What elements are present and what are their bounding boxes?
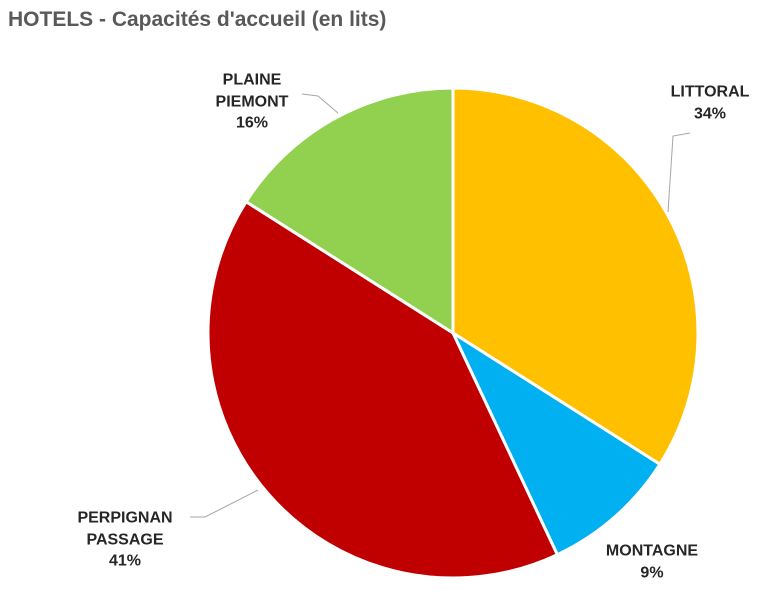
value-label: 41% [108,552,142,570]
category-label: MONTAGNE [605,542,699,560]
data-label: LITTORAL 34% [671,81,750,124]
leader-line [190,489,259,518]
value-label: 9% [640,564,664,581]
pie-slice [244,86,455,335]
pie-slice [206,200,559,580]
category-label: PERPIGNAN PASSAGE [77,509,173,549]
chart-title: HOTELS - Capacités d'accueil (en lits) [8,8,387,31]
data-label: PLAINE PIEMONT 16% [216,70,289,135]
category-label: PLAINE PIEMONT [215,71,289,111]
leader-line [667,132,691,213]
data-label: MONTAGNE 9% [606,540,698,583]
pie-slice [451,331,662,557]
data-label: PERPIGNAN PASSAGE 41% [77,508,172,573]
category-label: LITTORAL [670,83,750,101]
value-label: 34% [693,105,727,122]
leader-line [301,93,339,114]
value-label: 16% [235,114,269,132]
